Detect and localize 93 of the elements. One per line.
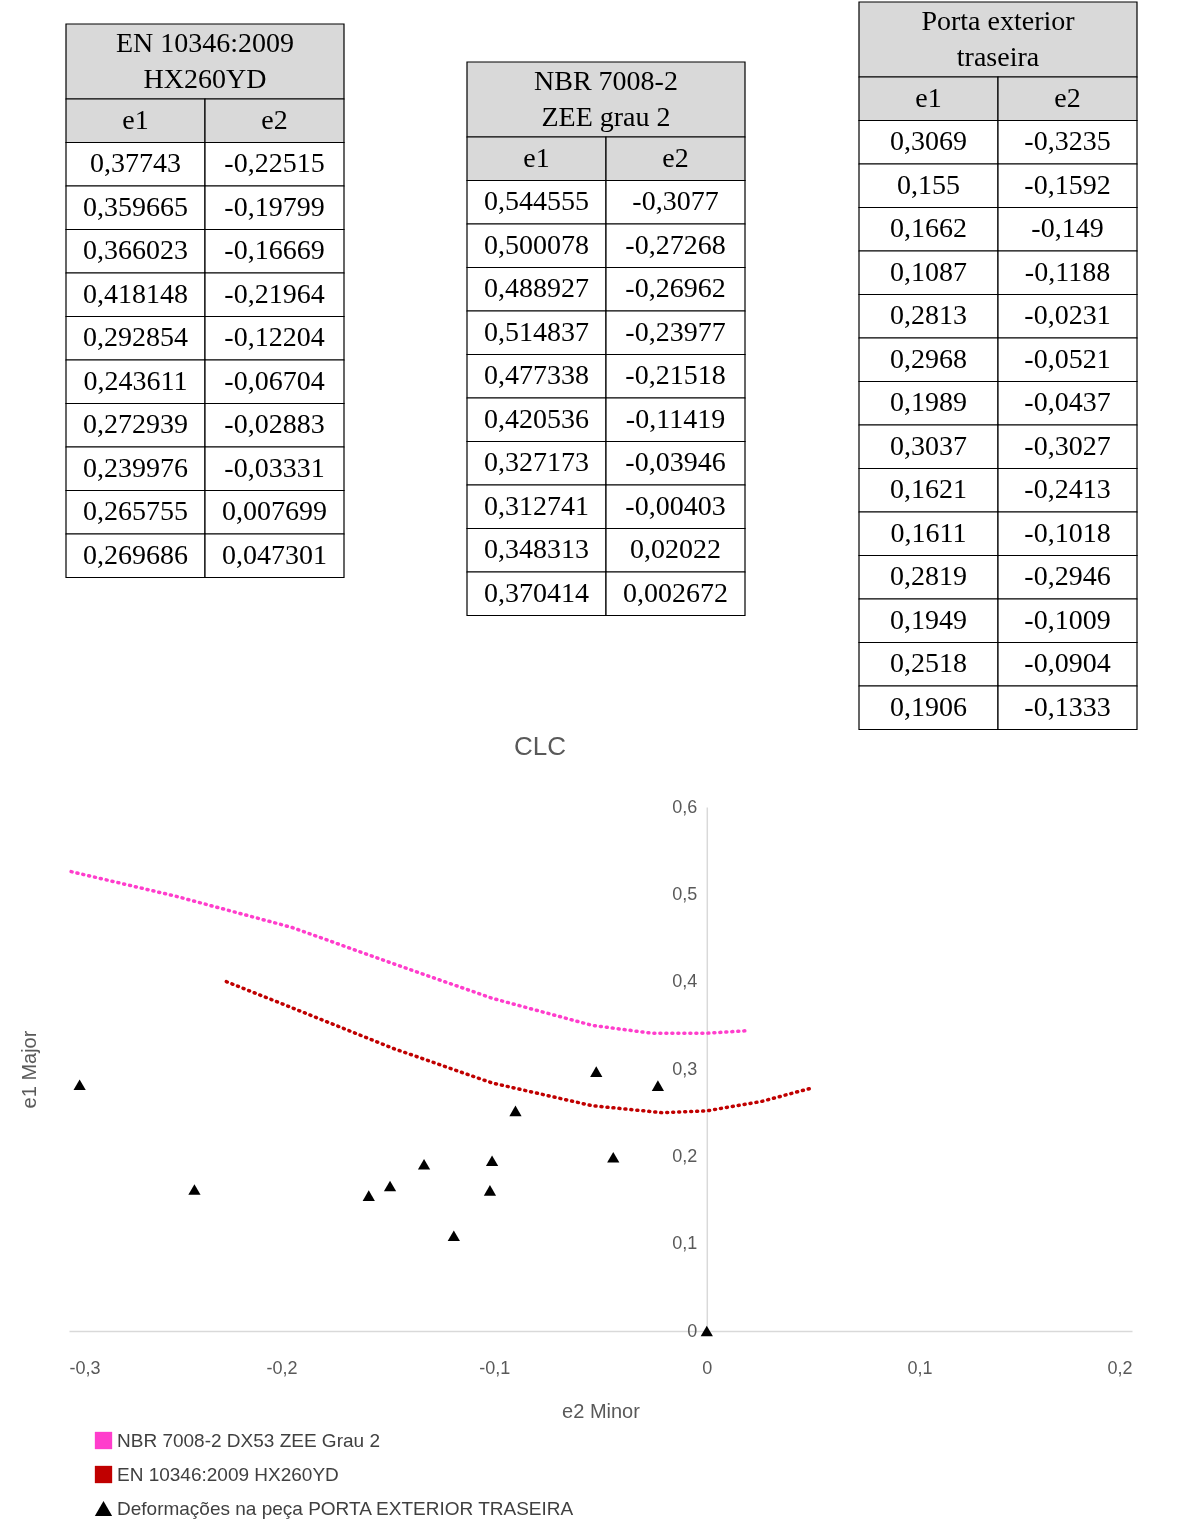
text: -0,0231 [1024,299,1112,331]
text: 0,1949 [890,603,968,635]
y-tick-label: 0,4 [672,971,698,992]
text: 0,265755 [83,495,188,527]
text: 0,312741 [483,489,589,521]
y-axis-title: e1 Major [17,1030,40,1109]
legend-label: NBR 7008-2 DX53 ZEE Grau 2 [117,1429,380,1451]
text: 0,488927 [483,272,589,304]
text: -0,11419 [625,402,725,434]
chart-title: CLC [514,731,567,761]
x-tick-label: -0,2 [266,1357,298,1378]
text: -0,21964 [224,277,325,309]
text: 0,514837 [483,315,589,347]
text: 0,02022 [629,533,721,565]
text: -0,1592 [1024,168,1112,200]
category-label: e2 [1054,81,1082,113]
text: 0,500078 [483,228,589,260]
text: 0,155 [897,168,961,200]
y-tick-label: 0 [687,1320,698,1341]
text: 0,047301 [222,538,327,570]
text: 0,359665 [83,190,188,222]
category-label: e2 [261,103,288,135]
text: -0,23977 [625,315,726,347]
text: -0,0521 [1024,342,1112,374]
text: -0,00403 [625,489,726,521]
category-label: e1 [915,81,943,113]
text: -0,149 [1031,212,1105,244]
text: 0,420536 [483,402,589,434]
text: 0,1906 [890,690,968,722]
text: -0,3077 [632,185,719,217]
text: 0,2518 [890,647,968,679]
text: 0,1611 [890,516,967,548]
text: -0,1009 [1024,603,1112,635]
text: 0,243611 [83,364,188,396]
text: 0,292854 [83,321,188,353]
text: 0,3069 [890,125,968,157]
text: 0,327173 [483,446,589,478]
text: -0,16669 [224,234,325,266]
text: 0,1087 [890,255,968,287]
text: 0,37743 [90,147,181,179]
y-tick-label: 0,6 [672,796,698,817]
text: 0,272939 [83,408,188,440]
legend-label: EN 10346:2009 HX260YD [117,1463,339,1485]
x-tick-label: 0,2 [1107,1357,1133,1378]
x-tick-label: 0,1 [907,1357,933,1378]
text: 0,366023 [83,234,188,266]
text: 0,239976 [83,451,188,483]
text: 0,348313 [483,533,589,565]
text: 0,370414 [483,576,589,608]
x-tick-label: -0,1 [479,1357,511,1378]
text: -0,12204 [224,321,325,353]
text: -0,22515 [224,147,325,179]
y-tick-label: 0,2 [672,1145,698,1166]
text: -0,21518 [625,359,726,391]
text: 0,2813 [890,299,968,331]
text: -0,3027 [1024,429,1112,461]
text: -0,26962 [625,272,726,304]
text: 0,1989 [890,386,968,418]
text: 0,1621 [890,473,968,505]
text: -0,19799 [224,190,325,222]
text: 0,007699 [222,495,327,527]
text: 0,269686 [83,538,188,570]
text: 0,418148 [83,277,188,309]
y-tick-label: 0,1 [672,1233,698,1254]
x-tick-label: -0,3 [69,1357,101,1378]
text: -0,03946 [625,446,726,478]
text: -0,0904 [1024,647,1112,679]
text: 0,477338 [483,359,589,391]
category-label: e1 [522,141,550,173]
text: 0,2819 [890,560,968,592]
text: -0,1018 [1024,516,1112,548]
text: -0,1188 [1025,255,1111,287]
text: 0,1662 [890,212,968,244]
legend-label: Deformações na peça PORTA EXTERIOR TRASEIRA [117,1497,574,1519]
text: -0,0437 [1024,386,1112,418]
x-tick-label: 0 [702,1357,713,1378]
text: -0,03331 [224,451,325,483]
text: -0,2413 [1024,473,1112,505]
x-axis-title: e2 Minor [562,1399,641,1422]
text: 0,544555 [483,185,589,217]
text: -0,02883 [224,408,325,440]
y-tick-label: 0,5 [672,883,698,904]
text: -0,3235 [1024,125,1112,157]
text: 0,3037 [890,429,968,461]
text: 0,002672 [622,576,728,608]
text: -0,06704 [224,364,325,396]
category-label: e2 [661,141,689,173]
category-label: e1 [122,103,149,135]
text: -0,27268 [625,228,726,260]
text: -0,2946 [1024,560,1112,592]
text: -0,1333 [1024,690,1112,722]
text: 0,2968 [890,342,968,374]
y-tick-label: 0,3 [672,1058,698,1079]
